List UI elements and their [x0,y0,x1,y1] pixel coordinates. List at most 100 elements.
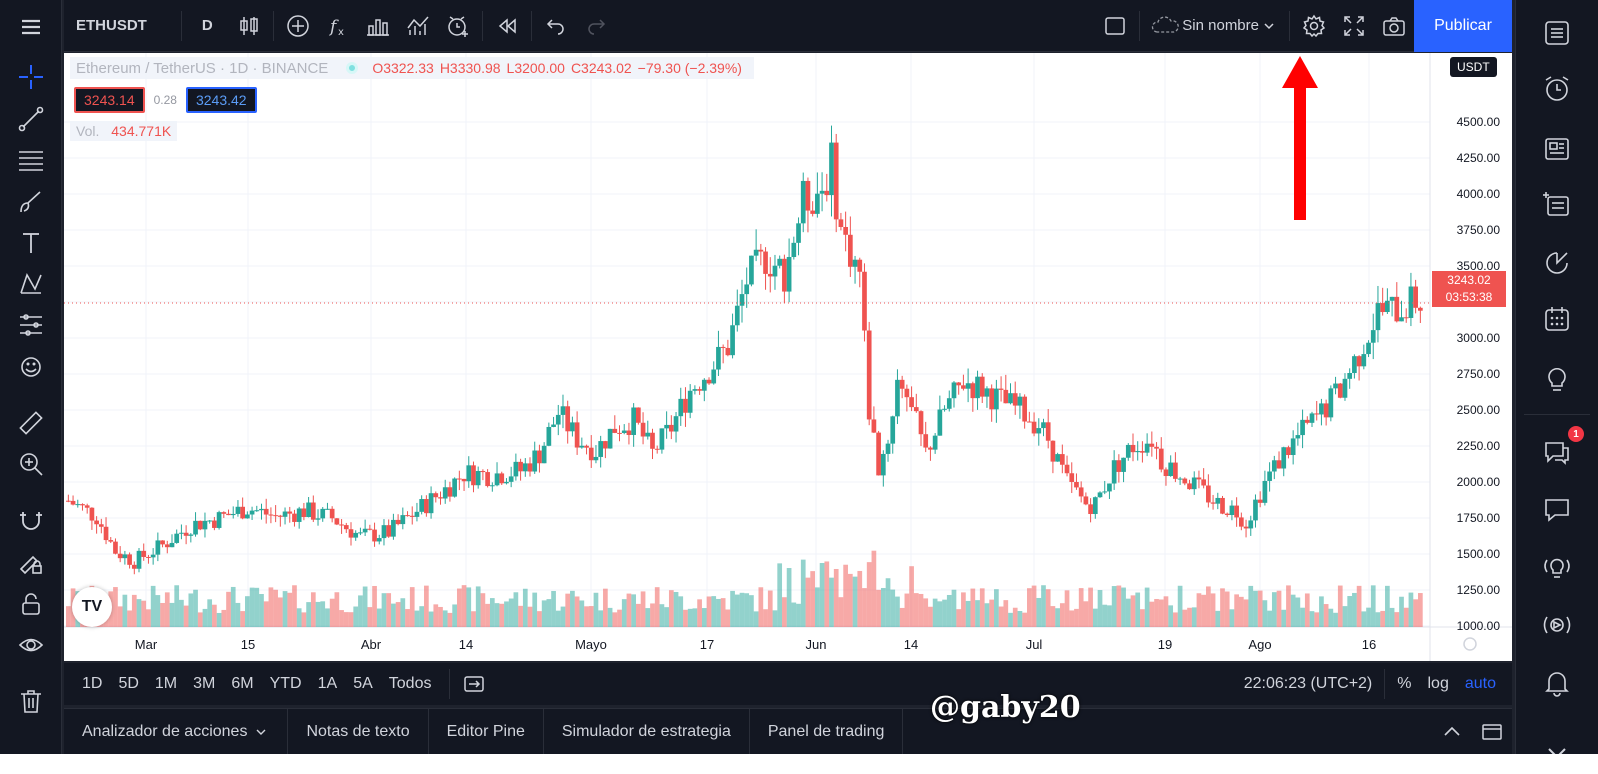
candle-body [701,379,707,391]
interval-button[interactable]: D [201,17,213,34]
range-button-todos[interactable]: Todos [388,675,432,692]
percent-scale-toggle[interactable]: % [1397,675,1412,692]
prediction-icon[interactable] [14,308,48,342]
auto-scale-toggle[interactable]: auto [1464,675,1496,692]
layout-select-icon[interactable] [1095,0,1135,52]
candle-body [692,389,698,391]
candle-body [946,398,952,409]
sell-button[interactable]: 3243.14 [74,87,145,113]
pattern-icon[interactable] [14,267,48,301]
tradingview-logo[interactable]: TV [72,587,112,627]
tab-trading-panel[interactable]: Panel de trading [750,708,904,755]
volume-bar [1201,594,1207,627]
watchlist-icon[interactable] [1538,14,1576,52]
log-scale-toggle[interactable]: log [1427,675,1449,692]
candle-body [103,526,109,541]
messages-icon[interactable] [1538,490,1576,528]
lock-icon[interactable] [14,587,48,621]
notifications-bell-icon[interactable] [1538,664,1576,702]
chevron-up-icon[interactable] [1432,706,1472,758]
eye-icon[interactable] [14,628,48,662]
trendline-icon[interactable] [14,102,48,136]
price-tick-label: 2000.00 [1457,475,1501,489]
volume-bar [212,604,217,627]
range-button-3m[interactable]: 3M [193,675,216,692]
undo-icon[interactable] [536,0,576,52]
buy-button[interactable]: 3243.42 [185,87,257,113]
candle-body [942,408,947,410]
zoom-in-icon[interactable] [14,447,48,481]
range-button-5d[interactable]: 5D [118,675,139,692]
volume-bar [913,593,919,627]
alert-icon[interactable] [438,0,478,52]
goto-date-icon[interactable] [454,658,494,710]
crosshair-icon[interactable] [14,60,48,94]
text-tool-icon[interactable] [14,226,48,260]
volume-bar [697,599,702,627]
alarm-clock-icon[interactable] [1538,70,1576,108]
volume-bar [508,598,514,627]
range-button-6m[interactable]: 6M [231,675,254,692]
camera-icon[interactable] [1374,0,1414,52]
candle-body [193,520,198,535]
ideas-stream-icon[interactable] [1538,548,1576,586]
candle-body [127,554,132,565]
volume-bar [1003,600,1009,627]
streams-icon[interactable] [1538,606,1576,644]
menu-icon[interactable] [14,10,48,44]
chats-icon[interactable]: 1 [1538,426,1584,470]
tab-strategy-tester[interactable]: Simulador de estrategia [544,708,750,755]
financials-icon[interactable] [358,0,398,52]
candle-body [409,515,415,517]
brush-icon[interactable] [14,185,48,219]
emoji-icon[interactable] [14,350,48,384]
range-button-1m[interactable]: 1M [154,675,178,692]
layout-name-button[interactable]: Sin nombre [1144,0,1285,52]
volume-bar [928,606,933,627]
replay-icon[interactable] [487,0,527,52]
ruler-icon[interactable] [14,406,48,440]
currency-badge[interactable]: USDT [1450,57,1497,77]
clock[interactable]: 22:06:23 (UTC+2) [1243,675,1373,692]
templates-icon[interactable] [398,0,438,52]
redo-icon[interactable] [576,0,616,52]
maximize-panel-icon[interactable] [1472,706,1512,758]
fullscreen-icon[interactable] [1334,0,1374,52]
fib-retracement-icon[interactable] [14,143,48,177]
magnet-icon[interactable] [14,503,48,537]
settings-gear-icon[interactable] [1294,0,1334,52]
publish-button[interactable]: Publicar [1414,0,1512,52]
volume-bar [819,563,825,627]
candle-body [263,508,269,515]
volume-bar [249,587,255,627]
range-button-5a[interactable]: 5A [353,675,373,692]
range-button-1d[interactable]: 1D [82,675,103,692]
tab-text-notes[interactable]: Notas de texto [288,708,429,755]
candles-icon[interactable] [229,0,269,52]
ideas-list-icon[interactable] [1538,185,1576,223]
compare-add-icon[interactable] [278,0,318,52]
volume-bar [1121,587,1126,627]
range-button-ytd[interactable]: YTD [269,675,302,692]
volume-bar [555,610,561,627]
candle-body [1210,502,1216,504]
candle-body [998,388,1004,390]
calendar-icon[interactable] [1538,300,1576,338]
candle-body [485,472,490,487]
volume-bar [1069,610,1075,627]
candle-body [1191,477,1197,490]
symbol-search-button[interactable]: ETHUSDT [76,17,147,34]
price-tick-label: 4250.00 [1457,151,1501,165]
candle-body [1003,389,1009,404]
data-window-icon[interactable] [1538,244,1576,282]
news-icon[interactable] [1538,130,1576,168]
tab-stock-screener[interactable]: Analizador de acciones [64,708,289,755]
lightbulb-icon[interactable] [1538,360,1576,398]
lock-drawings-icon[interactable] [14,545,48,579]
tab-pine-editor[interactable]: Editor Pine [429,708,544,755]
trash-icon[interactable] [14,684,48,718]
candle-body [725,347,731,356]
chart-pane[interactable]: 1000.00 1250.00 1500.00 1750.00 2000.00 2250.… [64,53,1512,661]
range-button-1a[interactable]: 1A [317,675,338,692]
